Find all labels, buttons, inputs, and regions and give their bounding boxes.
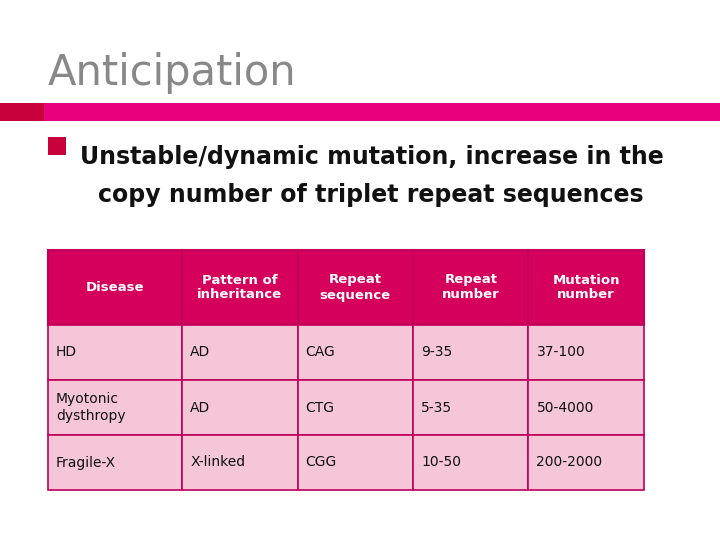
Bar bbox=[48, 325, 182, 380]
Text: CAG: CAG bbox=[305, 346, 336, 360]
Text: 5-35: 5-35 bbox=[421, 401, 452, 415]
Bar bbox=[528, 435, 644, 490]
Text: 9-35: 9-35 bbox=[421, 346, 452, 360]
Bar bbox=[48, 435, 182, 490]
Bar bbox=[44, 103, 720, 121]
Bar bbox=[297, 250, 413, 325]
Text: X-linked: X-linked bbox=[190, 456, 246, 469]
Text: Pattern of
inheritance: Pattern of inheritance bbox=[197, 273, 282, 301]
Bar bbox=[48, 380, 182, 435]
Bar bbox=[0, 103, 44, 121]
Bar bbox=[528, 380, 644, 435]
Text: Mutation
number: Mutation number bbox=[552, 273, 620, 301]
Bar bbox=[413, 325, 528, 380]
Text: CTG: CTG bbox=[305, 401, 335, 415]
Bar bbox=[182, 325, 297, 380]
Bar bbox=[182, 250, 297, 325]
Text: Repeat
sequence: Repeat sequence bbox=[320, 273, 391, 301]
Text: 10-50: 10-50 bbox=[421, 456, 461, 469]
Text: 200-2000: 200-2000 bbox=[536, 456, 603, 469]
Text: 50-4000: 50-4000 bbox=[536, 401, 594, 415]
Bar bbox=[297, 435, 413, 490]
Bar bbox=[413, 435, 528, 490]
Text: AD: AD bbox=[190, 401, 210, 415]
Text: 37-100: 37-100 bbox=[536, 346, 585, 360]
Bar bbox=[528, 250, 644, 325]
Text: HD: HD bbox=[56, 346, 77, 360]
Bar bbox=[413, 250, 528, 325]
Text: Fragile-X: Fragile-X bbox=[56, 456, 116, 469]
Text: CGG: CGG bbox=[305, 456, 337, 469]
Bar bbox=[48, 137, 66, 155]
Text: AD: AD bbox=[190, 346, 210, 360]
Text: Disease: Disease bbox=[86, 281, 144, 294]
Bar bbox=[528, 325, 644, 380]
Text: Myotonic
dysthropy: Myotonic dysthropy bbox=[56, 393, 125, 423]
Bar bbox=[182, 380, 297, 435]
Bar bbox=[297, 380, 413, 435]
Bar bbox=[48, 250, 182, 325]
Text: Unstable/dynamic mutation, increase in the: Unstable/dynamic mutation, increase in t… bbox=[80, 145, 664, 169]
Bar bbox=[182, 435, 297, 490]
Text: Anticipation: Anticipation bbox=[48, 52, 297, 94]
Text: copy number of triplet repeat sequences: copy number of triplet repeat sequences bbox=[98, 183, 644, 207]
Bar bbox=[413, 380, 528, 435]
Bar bbox=[297, 325, 413, 380]
Text: Repeat
number: Repeat number bbox=[442, 273, 500, 301]
